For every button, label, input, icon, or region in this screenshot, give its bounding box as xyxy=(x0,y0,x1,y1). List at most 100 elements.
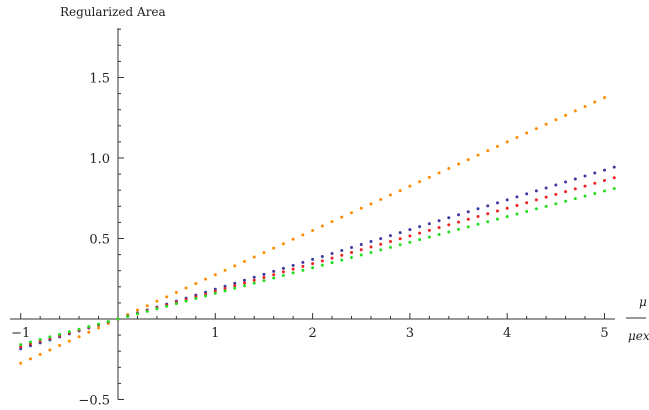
data-point xyxy=(106,320,110,324)
data-point xyxy=(573,109,577,113)
data-point xyxy=(583,184,587,188)
data-point xyxy=(242,278,246,282)
data-point xyxy=(447,166,451,170)
data-point xyxy=(252,281,256,285)
data-point xyxy=(291,263,295,267)
data-point xyxy=(281,273,285,277)
data-point xyxy=(379,242,383,246)
data-point xyxy=(466,217,470,221)
data-point xyxy=(281,266,285,270)
data-point xyxy=(330,261,334,265)
data-point xyxy=(495,144,499,148)
data-point xyxy=(564,190,568,194)
data-point xyxy=(281,242,285,246)
data-point xyxy=(155,307,159,311)
data-point xyxy=(87,330,91,334)
data-point xyxy=(165,304,169,308)
data-point xyxy=(87,325,91,329)
data-point xyxy=(573,197,577,201)
data-point xyxy=(28,340,32,344)
data-point xyxy=(369,202,373,206)
data-point xyxy=(388,245,392,249)
data-point xyxy=(58,332,62,336)
data-point xyxy=(204,277,208,281)
data-point xyxy=(340,215,344,219)
data-point xyxy=(486,149,490,153)
data-point xyxy=(145,304,149,308)
y-tick-label: 1.5 xyxy=(89,72,110,87)
data-point xyxy=(466,210,470,214)
data-point xyxy=(184,299,188,303)
data-point xyxy=(398,231,402,235)
data-point xyxy=(311,266,315,270)
data-point xyxy=(369,245,373,249)
data-point xyxy=(388,234,392,238)
data-point xyxy=(242,281,246,285)
data-point xyxy=(311,257,315,261)
data-point xyxy=(97,326,101,330)
y-tick-label: −0.5 xyxy=(78,394,110,409)
data-point xyxy=(369,240,373,244)
data-point xyxy=(583,174,587,178)
data-point xyxy=(515,195,519,199)
data-point xyxy=(457,220,461,224)
data-point xyxy=(213,291,217,295)
x-axis-title-numerator: μ xyxy=(639,295,647,309)
data-point xyxy=(301,264,305,268)
data-point xyxy=(223,284,227,288)
data-point xyxy=(554,183,558,187)
data-point xyxy=(58,344,62,348)
data-point xyxy=(126,314,130,318)
data-point xyxy=(359,253,363,257)
data-point xyxy=(281,270,285,274)
data-point xyxy=(340,258,344,262)
data-point xyxy=(223,268,227,272)
data-point xyxy=(495,209,499,213)
data-point xyxy=(252,275,256,279)
data-point xyxy=(388,239,392,243)
data-point xyxy=(544,122,548,126)
data-point xyxy=(301,268,305,272)
x-tick-label: −1 xyxy=(11,326,30,341)
data-point xyxy=(418,180,422,184)
data-point xyxy=(505,140,509,144)
data-point xyxy=(165,295,169,299)
data-point xyxy=(544,204,548,208)
data-point xyxy=(359,248,363,252)
data-point xyxy=(495,217,499,221)
data-point xyxy=(350,211,354,215)
x-tick-label: 5 xyxy=(600,326,608,341)
data-point xyxy=(233,286,237,290)
data-point xyxy=(145,309,149,313)
data-point xyxy=(427,175,431,179)
data-point xyxy=(330,256,334,260)
data-point xyxy=(525,131,529,135)
data-point xyxy=(398,237,402,241)
data-point xyxy=(359,243,363,247)
data-point xyxy=(486,212,490,216)
x-tick-label: 3 xyxy=(406,326,414,341)
data-point xyxy=(593,181,597,185)
data-point xyxy=(252,255,256,259)
x-tick-label: 1 xyxy=(211,326,219,341)
data-point xyxy=(28,357,32,361)
data-point xyxy=(486,204,490,208)
x-axis-title-denominator: μext xyxy=(628,329,649,343)
data-point xyxy=(525,201,529,205)
data-point xyxy=(174,290,178,294)
data-point xyxy=(379,248,383,252)
data-point xyxy=(603,179,606,183)
data-point xyxy=(564,113,568,117)
data-point xyxy=(320,254,324,258)
data-point xyxy=(554,192,558,196)
data-point xyxy=(223,289,227,293)
data-point xyxy=(184,286,188,290)
data-point xyxy=(204,294,208,298)
data-point xyxy=(233,281,237,285)
data-point xyxy=(398,243,402,247)
data-point xyxy=(612,176,616,180)
data-point xyxy=(350,256,354,260)
data-point xyxy=(505,215,509,219)
data-point xyxy=(408,228,412,232)
data-point xyxy=(427,222,431,226)
